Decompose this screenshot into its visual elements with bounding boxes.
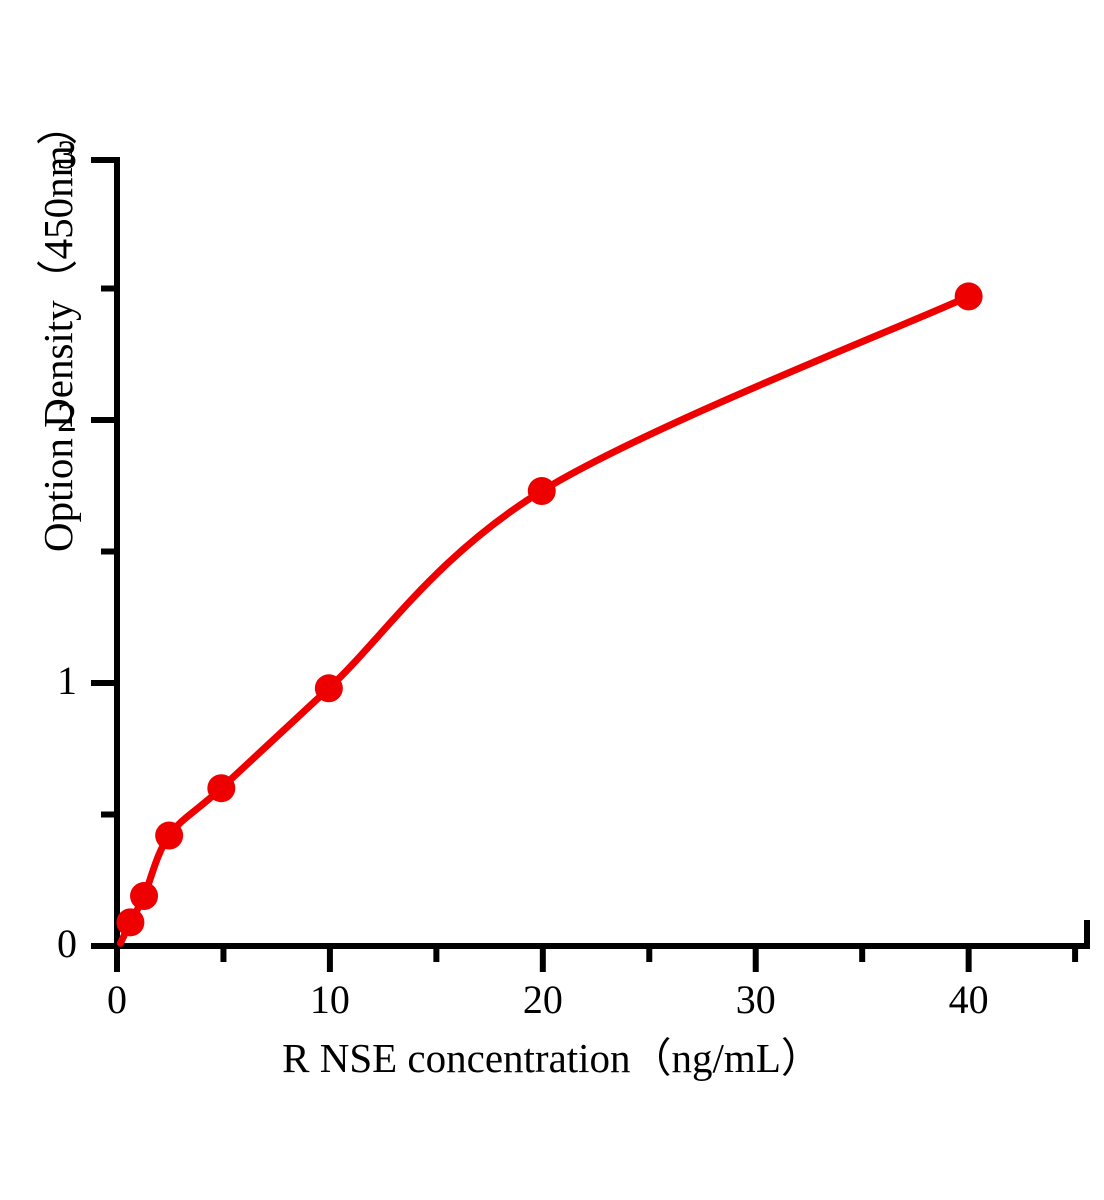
x-tick-label-40: 40 (948, 977, 989, 1022)
axes-group (91, 157, 1090, 972)
data-series-group (116, 282, 983, 947)
x-tick-label-30: 30 (735, 977, 776, 1022)
data-point-marker (314, 674, 343, 703)
data-point-marker (954, 282, 983, 311)
y-axis-title: Option Density（450nm） (35, 104, 81, 552)
data-point-marker (207, 774, 236, 803)
y-tick-label-0: 0 (57, 921, 77, 966)
x-axis-title: R NSE concentration（ng/mL） (282, 1035, 822, 1081)
data-point-marker (116, 908, 145, 937)
standard-curve-line (116, 292, 973, 947)
y-tick-label-1: 1 (57, 658, 77, 703)
data-point-marker (527, 477, 556, 506)
data-point-marker (155, 821, 184, 850)
x-tick-label-20: 20 (522, 977, 563, 1022)
x-tick-label-0: 0 (107, 977, 127, 1022)
data-point-marker (130, 882, 159, 911)
x-tick-label-10: 10 (309, 977, 350, 1022)
y-tick-label-2: 2 (57, 395, 77, 440)
y-tick-label-3: 3 (57, 132, 77, 177)
